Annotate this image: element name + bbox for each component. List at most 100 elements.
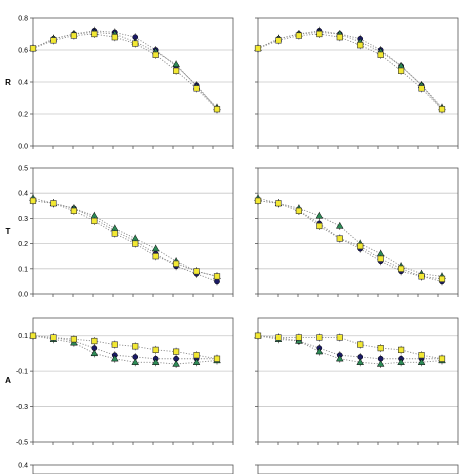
chart-panel-R-1: 0.8 0.6 0.4 0.2 0.0 R <box>5 16 234 151</box>
point-square <box>132 40 139 47</box>
y-tick-label: 0.1 <box>18 333 28 340</box>
y-tick-label: 0.0 <box>18 144 28 151</box>
point-square <box>213 355 221 362</box>
point-triangle <box>192 358 201 365</box>
point-square <box>70 32 77 39</box>
point-square <box>50 37 57 44</box>
chart-panel-A-1: 0.1 -0.1 -0.3 -0.5 A <box>5 317 234 447</box>
series-line-triangle <box>32 197 218 277</box>
point-square <box>50 200 57 207</box>
series-line-circle <box>32 30 218 110</box>
y-axis-label: R <box>5 78 11 87</box>
chart-panel-A-2 <box>254 317 459 445</box>
series-line-square <box>32 335 218 360</box>
y-axis-label: A <box>5 376 11 385</box>
point-triangle <box>397 358 405 365</box>
point-square <box>357 341 364 348</box>
point-triangle <box>335 354 344 362</box>
point-square <box>193 268 200 275</box>
point-square <box>173 67 180 74</box>
point-triangle <box>335 222 344 229</box>
point-square <box>418 352 425 359</box>
series-line-triangle <box>257 197 443 277</box>
point-square <box>213 273 221 280</box>
series-line-circle <box>257 200 443 282</box>
point-square <box>152 51 159 58</box>
chart-panel-bottom-2 <box>255 464 459 474</box>
point-square <box>213 106 221 113</box>
y-tick-label: 0.4 <box>18 463 28 470</box>
point-square <box>275 37 282 44</box>
series-line-square <box>257 33 443 110</box>
point-triangle <box>417 358 426 365</box>
point-square <box>193 352 200 359</box>
point-square <box>336 235 343 242</box>
point-square <box>254 332 262 339</box>
chart-panel-T-1: 0.5 0.4 0.3 0.2 0.1 0.0 T <box>6 166 234 299</box>
series-line-triangle <box>257 31 443 108</box>
series-line-square <box>32 200 218 277</box>
point-square <box>295 32 302 39</box>
point-square <box>29 197 37 204</box>
y-axis-label: T <box>6 227 11 236</box>
point-square <box>295 207 302 214</box>
point-square <box>377 51 384 58</box>
point-triangle <box>376 360 385 367</box>
point-square <box>357 42 364 49</box>
point-square <box>275 200 282 207</box>
series-line-circle <box>257 335 442 360</box>
y-tick-label: 0.5 <box>18 166 28 173</box>
point-triangle <box>151 244 160 252</box>
point-square <box>438 355 446 362</box>
point-square <box>152 346 159 353</box>
series-line-triangle <box>32 31 218 108</box>
point-square <box>398 67 405 74</box>
plot-frame <box>32 167 234 295</box>
point-square <box>152 253 159 260</box>
point-square <box>132 240 139 247</box>
plot-frame <box>32 464 234 474</box>
series-line-triangle <box>32 335 218 365</box>
point-square <box>111 230 118 237</box>
point-triangle <box>356 358 365 365</box>
point-square <box>438 106 446 113</box>
series-line-square <box>257 335 443 360</box>
y-tick-label: 0.8 <box>18 16 28 23</box>
point-triangle <box>172 360 180 367</box>
y-tick-label: 0.2 <box>18 112 28 119</box>
series-line-circle <box>32 335 217 360</box>
point-square <box>275 334 282 341</box>
plot-frame <box>257 464 459 474</box>
y-tick-label: 0.3 <box>18 216 28 223</box>
y-tick-label: 0.4 <box>18 191 28 198</box>
y-tick-label: -0.1 <box>16 369 28 376</box>
point-triangle <box>90 349 99 357</box>
point-square <box>50 334 57 341</box>
point-square <box>193 85 200 92</box>
series-line-circle <box>257 30 443 110</box>
y-tick-label: 0.2 <box>18 241 28 248</box>
plot-frame <box>32 317 234 443</box>
plot-frame <box>257 317 459 443</box>
y-tick-label: -0.5 <box>16 440 28 447</box>
point-square <box>29 332 37 339</box>
y-tick-label: 0.0 <box>18 292 28 299</box>
point-triangle <box>131 358 140 365</box>
point-square <box>173 260 180 267</box>
point-square <box>377 345 384 352</box>
point-square <box>316 222 323 230</box>
point-square <box>173 348 180 355</box>
point-square <box>29 45 37 52</box>
chart-panel-T-2 <box>254 167 459 297</box>
point-triangle <box>172 60 180 68</box>
point-square <box>418 273 425 280</box>
y-tick-label: 0.6 <box>18 48 28 55</box>
series-line-square <box>257 200 443 280</box>
point-square <box>418 85 425 92</box>
point-square <box>254 197 262 204</box>
point-square <box>91 30 98 38</box>
point-square <box>438 275 446 282</box>
plot-frame <box>257 167 459 295</box>
point-square <box>316 334 323 341</box>
